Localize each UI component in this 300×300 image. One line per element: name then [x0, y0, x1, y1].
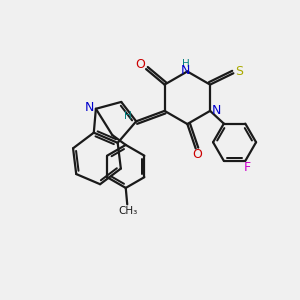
Text: N: N: [212, 104, 221, 117]
Text: S: S: [235, 65, 243, 78]
Text: F: F: [244, 161, 251, 174]
Text: CH₃: CH₃: [118, 206, 138, 216]
Text: H: H: [124, 111, 132, 121]
Text: O: O: [136, 58, 146, 71]
Text: O: O: [192, 148, 202, 161]
Text: H: H: [182, 59, 190, 69]
Text: N: N: [85, 101, 94, 114]
Text: N: N: [181, 64, 190, 77]
